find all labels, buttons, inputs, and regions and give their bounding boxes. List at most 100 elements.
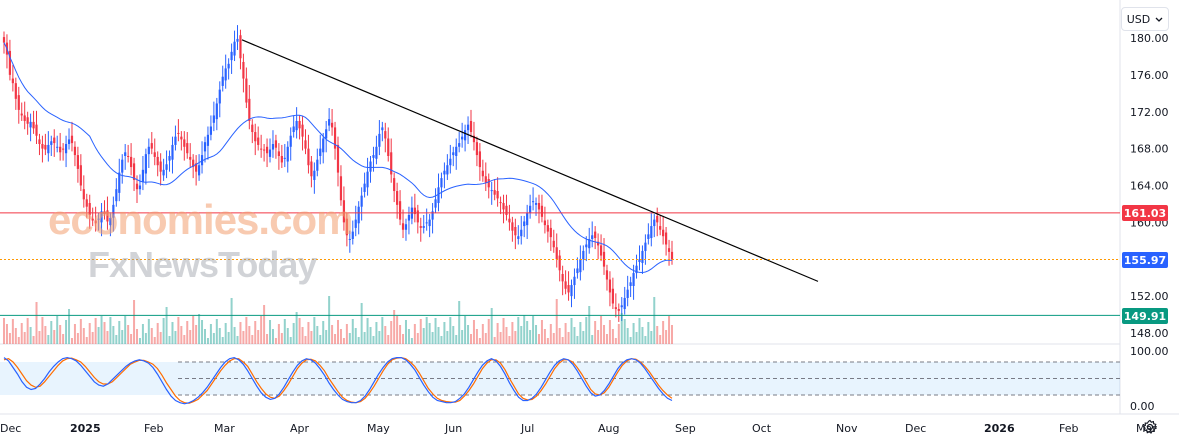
candle-body xyxy=(534,203,538,205)
volume-bar xyxy=(605,334,608,344)
volume-bar xyxy=(644,336,647,344)
price-tick-label: 172.00 xyxy=(1130,106,1169,119)
volume-bar xyxy=(375,322,378,344)
candle-body xyxy=(336,144,340,173)
volume-bar xyxy=(520,326,523,344)
volume-bar xyxy=(138,338,141,344)
candle-body xyxy=(354,219,357,228)
volume-bar xyxy=(505,327,508,344)
candle-body xyxy=(369,161,372,172)
candle-body xyxy=(138,185,142,190)
volume-bar xyxy=(573,327,576,344)
volume-bar xyxy=(399,325,402,344)
candle-body xyxy=(263,149,266,151)
volume-bar xyxy=(529,330,532,344)
candle-body xyxy=(363,183,366,192)
volume-bar xyxy=(195,325,198,344)
candle-body xyxy=(588,238,591,249)
volume-bar xyxy=(319,335,322,344)
volume-bar xyxy=(339,329,342,344)
candle-body xyxy=(461,136,464,140)
volume-bar xyxy=(325,330,328,344)
candle-body xyxy=(511,222,514,231)
candle-body xyxy=(526,213,529,226)
candle-body xyxy=(348,238,351,240)
time-tick-label: Feb xyxy=(144,422,163,435)
candle-body xyxy=(416,210,419,223)
currency-select[interactable]: USD xyxy=(1121,7,1169,31)
volume-bar xyxy=(162,318,165,344)
candle-body xyxy=(8,50,12,75)
candle-body xyxy=(431,211,434,220)
time-tick-label: Dec xyxy=(0,422,21,435)
volume-bar xyxy=(481,324,484,344)
volume-bar xyxy=(490,308,493,344)
volume-bar xyxy=(35,302,38,344)
candle-body xyxy=(481,170,484,177)
candle-body xyxy=(632,273,635,286)
volume-bar xyxy=(298,318,301,344)
candle-body xyxy=(171,144,174,160)
volume-bar xyxy=(632,323,635,344)
candle-body xyxy=(206,134,210,146)
candle-body xyxy=(591,235,594,239)
candle-body xyxy=(88,203,91,215)
volume-bar xyxy=(434,318,437,344)
volume-bar xyxy=(514,331,517,344)
volume-bar xyxy=(464,316,467,344)
volume-bar xyxy=(171,322,174,344)
volume-bar xyxy=(76,333,79,344)
candle-body xyxy=(378,133,381,147)
volume-bar xyxy=(540,320,543,344)
volume-bar xyxy=(20,323,23,344)
current-price-tag: 155.97 xyxy=(1122,252,1168,268)
volume-bar xyxy=(245,317,248,344)
volume-bar xyxy=(254,321,257,344)
volume-bar xyxy=(215,319,218,344)
settings-button[interactable] xyxy=(1140,419,1160,439)
watermark-fxnewstoday: FxNewsToday xyxy=(88,244,317,285)
volume-bar xyxy=(263,305,266,344)
candle-body xyxy=(407,215,411,221)
candle-body xyxy=(342,200,346,223)
volume-bar xyxy=(3,318,5,344)
candle-body xyxy=(64,144,68,154)
candle-body xyxy=(537,203,541,210)
candle-body xyxy=(245,78,248,103)
volume-bar xyxy=(662,321,665,344)
candle-body xyxy=(594,231,597,239)
candle-body xyxy=(177,132,180,134)
volume-bar xyxy=(310,331,313,344)
candle-body xyxy=(330,122,334,128)
candle-body xyxy=(585,244,588,248)
candle-body xyxy=(546,225,549,232)
candle-body xyxy=(517,236,520,239)
volume-bar xyxy=(301,327,304,344)
volume-bar xyxy=(428,323,431,344)
candle-body xyxy=(209,126,213,135)
volume-bar xyxy=(192,316,195,344)
volume-bar xyxy=(127,325,130,344)
volume-bar xyxy=(307,322,310,344)
candle-body xyxy=(76,155,79,169)
candle-body xyxy=(286,146,289,162)
volume-bar xyxy=(266,334,269,344)
chevron-down-icon xyxy=(1155,13,1163,26)
candle-body xyxy=(644,242,647,251)
candle-body xyxy=(304,140,307,149)
candle-body xyxy=(398,201,402,220)
candle-body xyxy=(127,156,130,157)
volume-bar xyxy=(198,314,201,344)
candle-body xyxy=(159,161,162,172)
candle-body xyxy=(183,139,186,147)
volume-bar xyxy=(608,320,611,344)
candle-body xyxy=(162,169,165,176)
candle-body xyxy=(135,183,139,190)
moving-average-line xyxy=(3,42,673,274)
volume-bar xyxy=(334,334,337,344)
candle-body xyxy=(313,170,316,180)
volume-bar xyxy=(115,335,118,344)
volume-bar xyxy=(611,329,614,344)
volume-bar xyxy=(369,327,372,344)
volume-bar xyxy=(467,325,470,344)
